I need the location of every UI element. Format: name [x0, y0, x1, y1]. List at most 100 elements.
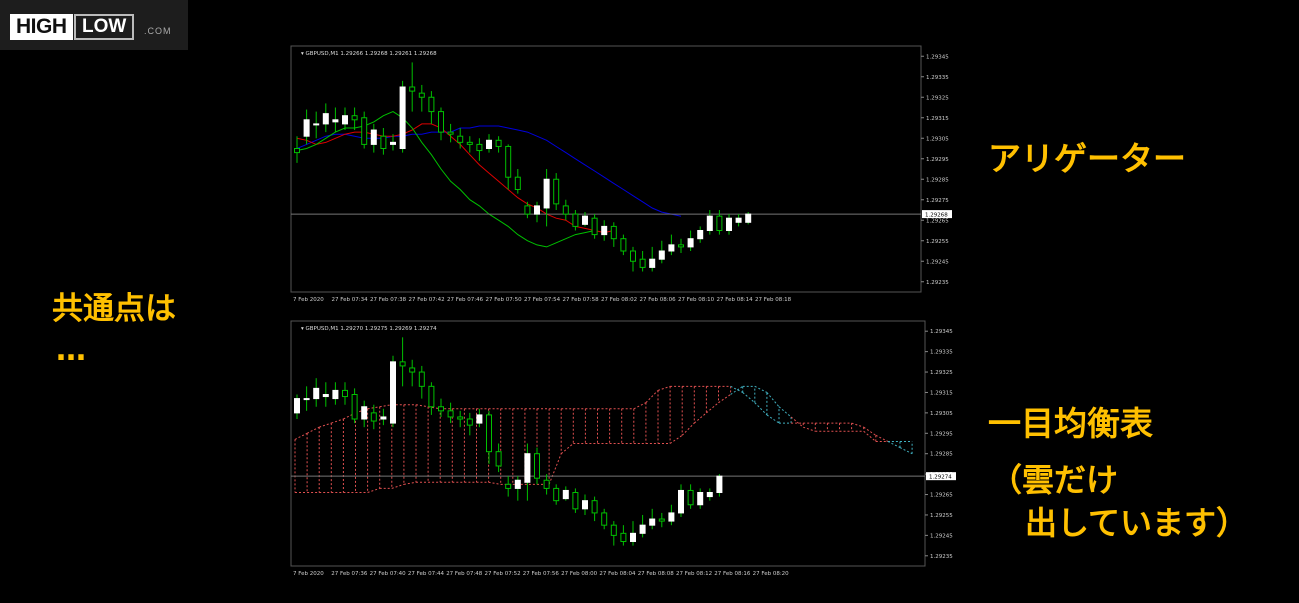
- candle-body: [428, 96, 435, 113]
- x-tick-label: 27 Feb 07:50: [486, 297, 523, 303]
- candle-body: [706, 215, 713, 231]
- x-tick-label: 27 Feb 08:00: [561, 571, 598, 577]
- candle-body: [409, 86, 416, 92]
- alligator-chart: ▾ GBPUSD,M1 1.29266 1.29268 1.29261 1.29…: [290, 45, 952, 303]
- candle-body: [639, 258, 646, 268]
- candle-body: [582, 215, 588, 225]
- x-tick-label: 27 Feb 08:10: [678, 297, 715, 303]
- alligator-label: アリゲーター: [988, 139, 1186, 178]
- candle-body: [678, 489, 684, 514]
- candle-body: [390, 141, 396, 145]
- span-a-line: [331, 418, 344, 424]
- candle-body: [716, 215, 723, 231]
- x-tick-label: 27 Feb 07:48: [446, 571, 483, 577]
- chart-title: ▾ GBPUSD,M1 1.29266 1.29268 1.29261 1.29…: [301, 51, 437, 57]
- plot-frame: [290, 45, 922, 293]
- candle-body: [322, 394, 329, 398]
- candle-body: [505, 145, 512, 178]
- x-tick-label: 27 Feb 07:52: [485, 571, 521, 577]
- y-tick-label: 1.29295: [926, 157, 949, 163]
- candle-body: [658, 518, 665, 522]
- span-a-line: [875, 434, 889, 442]
- span-b-line: [803, 426, 816, 432]
- span-b-line: [548, 453, 562, 485]
- paren-line1: （雲だけ: [990, 461, 1119, 499]
- x-tick-label: 27 Feb 07:36: [331, 571, 368, 577]
- candle-body: [380, 135, 387, 149]
- candle-body: [361, 117, 368, 145]
- candle-body: [591, 217, 598, 236]
- candle-body: [322, 113, 329, 125]
- logo-high: HIGH: [10, 14, 73, 40]
- candle-body: [735, 217, 742, 223]
- span-a-line: [766, 414, 780, 424]
- x-tick-label: 27 Feb 07:44: [408, 571, 445, 577]
- logo-com: .COM: [144, 26, 172, 36]
- ichimoku-label: 一目均衡表: [988, 404, 1153, 443]
- logo-low: LOW: [74, 14, 135, 40]
- y-tick-label: 1.29305: [926, 136, 949, 142]
- x-tick-label: 27 Feb 08:12: [676, 571, 712, 577]
- x-tick-label: 27 Feb 08:14: [717, 297, 754, 303]
- span-b-line: [669, 434, 683, 444]
- candle-body: [658, 250, 665, 260]
- ellipsis-label: …: [56, 333, 86, 368]
- current-price-box: [926, 472, 956, 481]
- candle-body: [610, 225, 617, 240]
- y-tick-label: 1.29265: [930, 493, 953, 499]
- span-b-line: [863, 430, 877, 442]
- x-tick-label: 27 Feb 07:54: [524, 297, 561, 303]
- candle-body: [630, 532, 636, 542]
- candle-body: [447, 131, 454, 135]
- candle-body: [543, 178, 550, 209]
- candle-body: [534, 205, 540, 215]
- candle-body: [534, 453, 540, 479]
- candle-body: [524, 453, 531, 483]
- candle-body: [457, 135, 464, 143]
- candle-body: [582, 500, 588, 510]
- candle-body: [409, 367, 416, 373]
- candle-body: [332, 389, 339, 400]
- candle-body: [303, 119, 310, 137]
- candle-body: [495, 139, 502, 147]
- x-tick-label: 7 Feb 2020: [293, 571, 324, 577]
- candle-body: [649, 518, 656, 526]
- span-b-line: [706, 402, 719, 414]
- x-tick-label: 27 Feb 08:02: [601, 297, 637, 303]
- span-b-line: [730, 385, 743, 395]
- ichimoku-chart: ▾ GBPUSD,M1 1.29270 1.29275 1.29269 1.29…: [290, 320, 956, 577]
- span-b-line: [754, 385, 768, 393]
- span-a-line: [645, 390, 659, 404]
- span-b-line: [778, 406, 792, 418]
- span-a-line: [851, 422, 864, 428]
- candle-body: [476, 143, 483, 152]
- y-tick-label: 1.29235: [926, 280, 949, 286]
- candle-body: [418, 92, 425, 98]
- candle-body: [706, 492, 713, 498]
- y-tick-label: 1.29275: [926, 198, 949, 204]
- current-price-label: 1.29274: [929, 474, 952, 480]
- y-tick-label: 1.29295: [930, 431, 953, 437]
- y-tick-label: 1.29305: [930, 411, 953, 417]
- plot-frame: [290, 320, 926, 567]
- y-tick-label: 1.29335: [930, 350, 953, 356]
- candle-body: [553, 487, 560, 502]
- x-tick-label: 27 Feb 07:40: [370, 571, 407, 577]
- span-a-line: [319, 422, 332, 428]
- candle-body: [495, 451, 502, 467]
- candle-body: [524, 205, 531, 215]
- span-a-line: [306, 426, 320, 434]
- span-a-line: [899, 447, 913, 455]
- candle-body: [313, 123, 320, 126]
- span-a-line: [379, 404, 392, 408]
- candle-body: [466, 141, 473, 145]
- y-tick-label: 1.29285: [926, 177, 949, 183]
- x-tick-label: 27 Feb 07:46: [447, 297, 484, 303]
- candle-body: [303, 398, 310, 401]
- span-b-line: [403, 481, 417, 485]
- candle-body: [514, 479, 521, 489]
- candle-body: [342, 115, 348, 125]
- x-tick-label: 27 Feb 08:20: [753, 571, 790, 577]
- candle-body: [476, 414, 483, 424]
- y-tick-label: 1.29345: [930, 329, 953, 335]
